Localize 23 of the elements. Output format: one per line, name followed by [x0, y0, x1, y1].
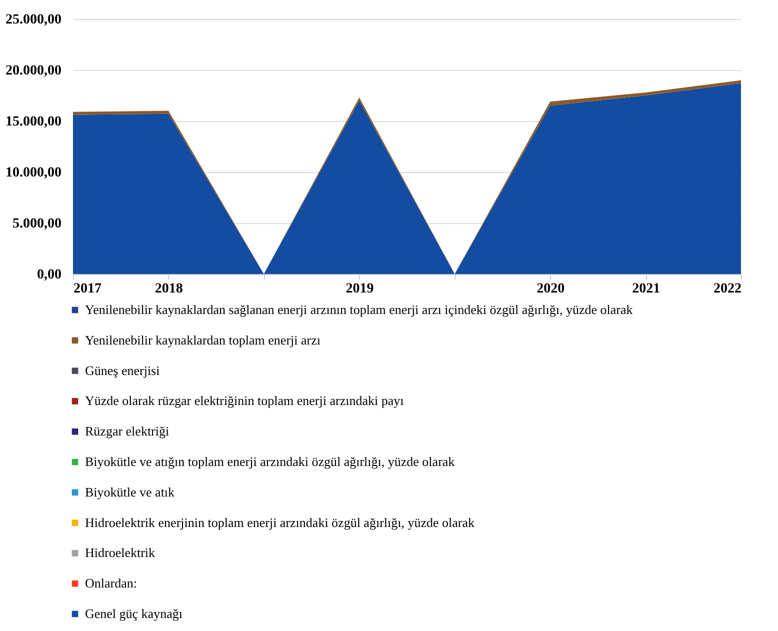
legend-label: Biyokütle ve atık — [85, 484, 176, 500]
x-tick-label: 2022 — [714, 282, 742, 296]
legend-label: Hidroelektrik enerjinin toplam enerji arzındaki özgül ağırlığı, yüzde olarak — [85, 514, 475, 530]
legend-label: Genel güç kaynağı — [85, 606, 183, 621]
x-tick-label: 2020 — [536, 282, 565, 296]
y-tick-label: 0,00 — [37, 268, 62, 282]
legend-label: Yüzde olarak rüzgar elektriğinin toplam enerji arzındaki payı — [85, 393, 404, 408]
y-tick-label: 10.000,00 — [6, 166, 62, 180]
x-tick-label: 2018 — [154, 282, 183, 296]
y-tick-label: 20.000,00 — [6, 64, 62, 78]
legend-label: Güneş enerjisi — [85, 362, 160, 378]
x-tick-label: 2017 — [74, 282, 102, 296]
legend-label: Biyokütle ve atığın toplam enerji arzındaki özgül ağırlığı, yüzde olarak — [85, 454, 456, 469]
legend-label: Hidroelektrik — [85, 545, 156, 560]
legend-label: Onlardan: — [85, 576, 137, 591]
y-tick-label: 25.000,00 — [6, 12, 62, 28]
x-tick-label: 2019 — [346, 282, 374, 296]
y-tick-label: 15.000,00 — [6, 114, 62, 130]
legend-label: Yenilenebilir kaynaklardan sağlanan enerji arzının toplam enerji arzı içindeki özgül ağırlığı, yüzde olarak — [85, 302, 634, 317]
y-tick-label: 5.000,00 — [12, 216, 62, 232]
x-tick-label: 2021 — [632, 282, 660, 296]
legend-label: Rüzgar elektriği — [85, 424, 170, 439]
legend-label: Yenilenebilir kaynaklardan toplam enerji arzı — [85, 332, 321, 348]
